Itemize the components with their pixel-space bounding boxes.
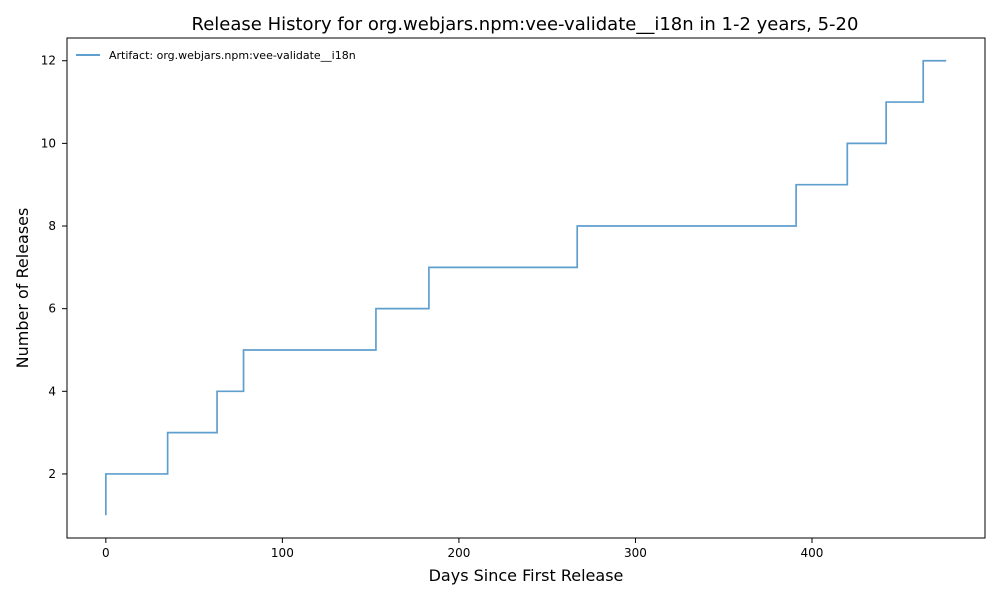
y-tick-label: 2 bbox=[48, 467, 56, 481]
chart-title: Release History for org.webjars.npm:vee-… bbox=[192, 14, 859, 35]
y-axis-label: Number of Releases bbox=[13, 208, 32, 369]
y-tick-label: 10 bbox=[41, 136, 56, 150]
y-tick-label: 6 bbox=[48, 302, 56, 316]
plot-area-frame bbox=[66, 37, 986, 539]
series-line bbox=[104, 59, 947, 516]
x-tick-label: 400 bbox=[801, 546, 824, 560]
x-tick-label: 300 bbox=[624, 546, 647, 560]
x-axis-label: Days Since First Release bbox=[429, 566, 624, 585]
x-axis-ticks: 0 100 200 300 400 bbox=[102, 538, 823, 560]
y-tick-label: 12 bbox=[41, 54, 56, 68]
y-tick-label: 4 bbox=[48, 384, 56, 398]
x-tick-label: 200 bbox=[447, 546, 470, 560]
y-tick-label: 8 bbox=[48, 219, 56, 233]
legend: Artifact: org.webjars.npm:vee-validate__… bbox=[76, 49, 356, 62]
x-tick-label: 0 bbox=[102, 546, 110, 560]
series-layer bbox=[104, 59, 947, 516]
x-tick-label: 100 bbox=[271, 546, 294, 560]
legend-label: Artifact: org.webjars.npm:vee-validate__… bbox=[109, 49, 356, 62]
y-axis-ticks: 2 4 6 8 10 12 bbox=[41, 54, 67, 481]
